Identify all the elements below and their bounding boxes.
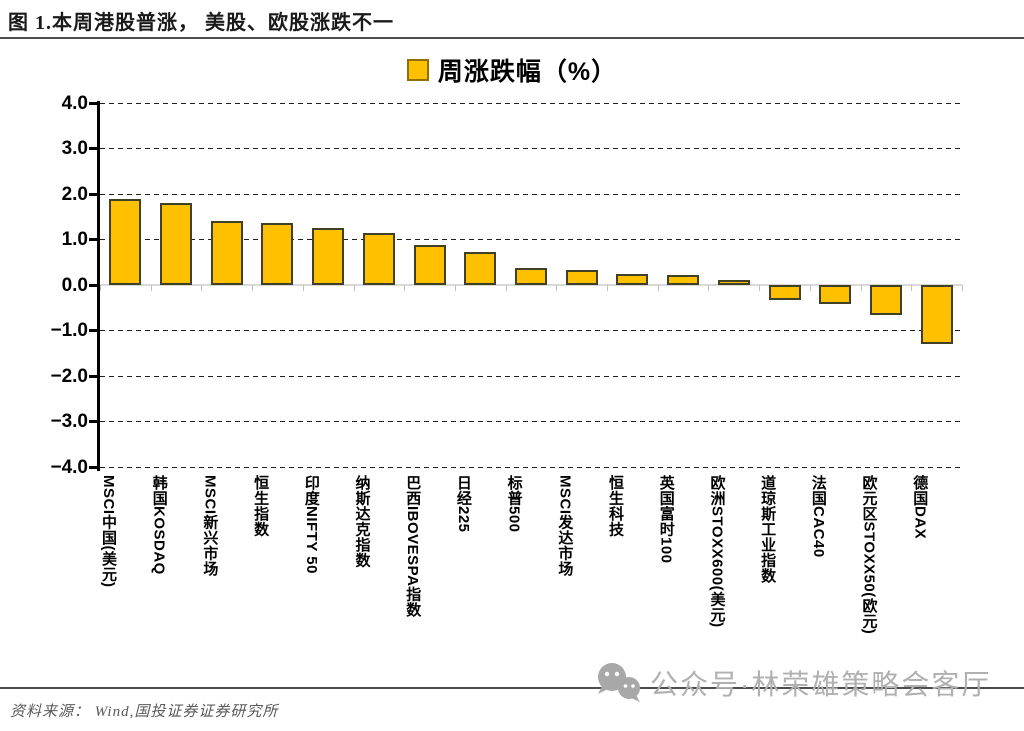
x-axis-tick [201, 285, 203, 291]
x-axis-tick [607, 285, 609, 291]
x-axis-tick [809, 285, 811, 291]
bar [565, 269, 598, 285]
x-axis-category-label: MSCI新兴市场 [201, 475, 219, 577]
y-axis-tick [89, 147, 98, 150]
legend-label: 周涨跌幅（%） [437, 58, 618, 86]
x-axis-category-label: 恒生指数 [252, 475, 270, 537]
x-axis-category-label: 巴西IBOVESPA指数 [404, 475, 422, 618]
y-axis-tick [89, 283, 98, 287]
y-axis-tick-label: 1.0 [61, 229, 88, 250]
x-axis-category-label: 日经225 [454, 475, 472, 533]
bar [768, 285, 801, 300]
y-axis-tick-label: −2.0 [50, 365, 88, 387]
bar [869, 285, 902, 316]
x-axis-category-label: 英国富时100 [657, 475, 675, 564]
x-axis-tick [302, 285, 304, 291]
figure-title: 图 1.本周港股普涨， 美股、欧股涨跌不一 [8, 12, 394, 34]
x-axis-tick [252, 285, 254, 291]
bar [819, 285, 852, 304]
x-axis-category-label: 道琼斯工业指数 [759, 475, 777, 584]
x-axis-category-label: 韩国KOSDAQ [150, 475, 168, 575]
x-axis-tick [454, 285, 456, 291]
gridline [100, 148, 962, 149]
x-axis-category-label: 恒生科技 [607, 475, 625, 537]
wechat-icon [596, 662, 642, 704]
gridline [100, 239, 962, 240]
x-axis-category-label: 德国DAX [911, 475, 929, 540]
y-axis-line [97, 101, 100, 471]
bar [413, 245, 446, 285]
x-axis-category-label: 印度NIFTY 50 [302, 475, 320, 574]
x-axis-tick [708, 285, 710, 291]
x-axis-line [100, 284, 962, 286]
bar [362, 232, 395, 285]
bar [717, 279, 750, 285]
bar [515, 268, 547, 285]
watermark: 公众号·林荣雄策略会客厅 [596, 662, 991, 704]
x-axis-category-label: 欧元区STOXX50(欧元) [860, 475, 878, 635]
y-axis-tick [89, 238, 98, 241]
gridline [100, 375, 962, 377]
bar [210, 220, 243, 285]
y-axis-tick [89, 192, 98, 196]
x-axis-tick [100, 285, 101, 291]
legend-swatch [406, 59, 429, 81]
y-axis-tick-label: −1.0 [50, 320, 88, 341]
bar [667, 274, 700, 285]
y-axis-tick-label: 0.0 [61, 274, 88, 296]
x-axis-category-labels: MSCI中国(美元) 韩国KOSDAQ MSCI新兴市场 恒生指数 印度NIFTY 50… [100, 475, 962, 670]
bar [312, 227, 345, 285]
footer-divider [0, 687, 1024, 689]
y-axis-tick-label: 4.0 [61, 92, 88, 114]
watermark-text: 公众号·林荣雄策略会客厅 [650, 669, 992, 700]
x-axis-category-label: 标普500 [505, 475, 523, 533]
x-axis-tick [404, 285, 406, 291]
title-divider [0, 37, 1024, 39]
y-axis-tick-label: 2.0 [61, 183, 88, 205]
x-axis-tick [353, 285, 355, 291]
bar [109, 199, 142, 285]
x-axis-category-label: 法国CAC40 [809, 475, 827, 558]
x-axis-category-label: 纳斯达克指数 [353, 475, 371, 568]
y-axis-tick-label: 3.0 [61, 138, 88, 159]
bar [464, 252, 497, 285]
y-axis-tick [89, 465, 98, 469]
x-axis-tick [759, 285, 761, 291]
chart-legend: 周涨跌幅（%） [0, 54, 1024, 86]
y-axis-tick [89, 374, 98, 378]
x-axis-tick [860, 285, 862, 291]
gridline [100, 193, 962, 195]
x-axis-tick [911, 285, 913, 291]
gridline [100, 330, 962, 331]
x-axis-category-label: MSCI发达市场 [556, 475, 574, 577]
y-axis-tick [89, 420, 98, 423]
y-axis-tick-label: −4.0 [50, 456, 88, 478]
y-axis-tick-label: −3.0 [50, 411, 88, 432]
bar [261, 223, 294, 285]
gridline [100, 102, 962, 104]
x-axis-tick [657, 285, 659, 291]
x-axis-tick [505, 285, 507, 291]
x-axis-tick [556, 285, 558, 291]
x-axis-category-label: MSCI中国(美元) [100, 475, 117, 588]
bar [160, 203, 193, 285]
x-axis-tick [150, 285, 152, 291]
bar [920, 285, 953, 345]
x-axis-tick [962, 285, 963, 291]
bar [616, 273, 649, 285]
gridline [100, 421, 962, 422]
x-axis-category-label: 欧洲STOXX600(美元) [708, 475, 726, 628]
gridline [100, 466, 962, 468]
y-axis-tick [89, 101, 98, 105]
y-axis-tick [89, 329, 98, 332]
source-note: 资料来源： Wind,国投证券证券研究所 [10, 704, 279, 720]
